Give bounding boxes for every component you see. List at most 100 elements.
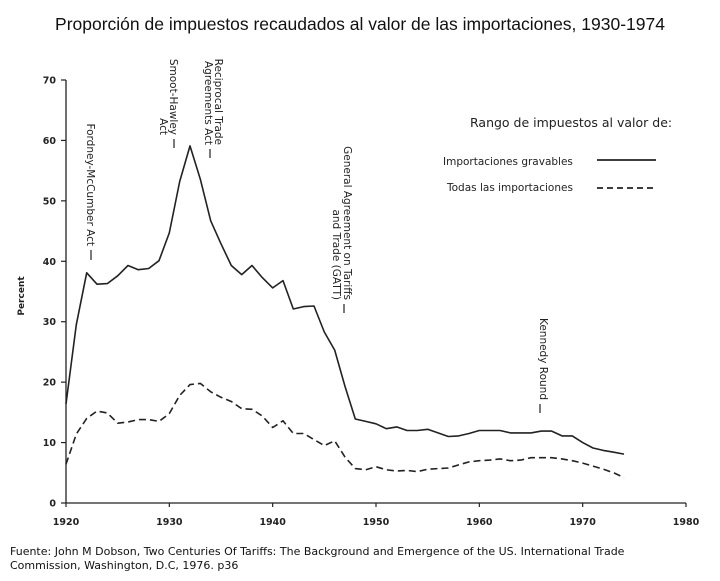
data-point — [407, 430, 408, 431]
data-point — [303, 306, 304, 307]
series-line-all-imports — [65, 382, 625, 479]
data-point — [169, 233, 170, 234]
series-line-taxable-imports — [65, 145, 625, 455]
data-point — [603, 450, 604, 451]
data-point — [86, 418, 87, 419]
data-point — [200, 383, 201, 384]
data-point — [200, 179, 201, 180]
data-point — [210, 220, 211, 221]
data-point — [148, 419, 149, 420]
y-axis-label: Percent — [17, 276, 27, 316]
axes-group — [65, 80, 686, 504]
data-point — [458, 436, 459, 437]
data-point — [531, 457, 532, 458]
data-point — [479, 460, 480, 461]
data-point — [365, 469, 366, 470]
data-point — [293, 309, 294, 310]
data-point — [86, 272, 87, 273]
data-point — [314, 306, 315, 307]
data-point — [355, 468, 356, 469]
data-point — [479, 430, 480, 431]
annotation-smoot-hawley-2: Act — [157, 118, 169, 135]
y-tick-label: 30 — [43, 317, 57, 328]
data-point — [190, 384, 191, 385]
data-point — [438, 433, 439, 434]
data-point — [107, 283, 108, 284]
data-point — [541, 431, 542, 432]
data-point — [531, 433, 532, 434]
legend-title: Rango de impuestos al valor de: — [470, 115, 672, 130]
data-point — [562, 436, 563, 437]
data-point — [179, 181, 180, 182]
annotation-gatt-2: and Trade (GATT) — [330, 209, 342, 300]
data-point — [582, 442, 583, 443]
data-point — [231, 401, 232, 402]
annotation-kennedy-round: Kennedy Round — [537, 318, 549, 400]
data-point — [241, 274, 242, 275]
data-point — [324, 445, 325, 446]
data-point — [159, 421, 160, 422]
x-tick-label: 1940 — [259, 517, 286, 528]
data-point — [148, 268, 149, 269]
data-point — [97, 411, 98, 412]
annotation-fordney-mccumber: Fordney-McCumber Act — [84, 123, 96, 246]
tick-group: 0 10 20 30 40 50 60 70 1920 1930 1940 1950 1960 1970 1… — [43, 76, 700, 529]
data-point — [76, 434, 77, 435]
data-point — [448, 436, 449, 437]
data-point — [489, 430, 490, 431]
data-point — [252, 265, 253, 266]
annotation-smoot-hawley: Smoot-Hawley — [167, 59, 179, 135]
y-tick-label: 0 — [49, 499, 56, 510]
data-point — [624, 477, 625, 478]
data-point — [324, 332, 325, 333]
data-point — [489, 460, 490, 461]
data-point — [396, 427, 397, 428]
data-point — [283, 420, 284, 421]
annotation-reciprocal-trade-2: Agreements Act — [202, 61, 214, 145]
data-point — [396, 471, 397, 472]
data-point — [500, 430, 501, 431]
x-tick-label: 1930 — [156, 517, 183, 528]
data-point — [272, 288, 273, 289]
x-tick-label: 1960 — [466, 517, 493, 528]
data-point — [128, 265, 129, 266]
data-point — [603, 469, 604, 470]
data-point — [386, 428, 387, 429]
x-tick-label: 1950 — [363, 517, 390, 528]
data-point — [510, 460, 511, 461]
data-point — [593, 466, 594, 467]
data-point — [572, 436, 573, 437]
source-line-1: Fuente: John M Dobson, Two Centuries Of … — [10, 545, 625, 558]
data-point — [613, 452, 614, 453]
data-point — [417, 471, 418, 472]
data-point — [283, 280, 284, 281]
data-point — [262, 416, 263, 417]
data-point — [417, 430, 418, 431]
data-point — [572, 460, 573, 461]
data-point — [469, 433, 470, 434]
data-point — [76, 324, 77, 325]
data-point — [520, 433, 521, 434]
data-point — [407, 470, 408, 471]
data-point — [231, 265, 232, 266]
data-point — [345, 386, 346, 387]
data-point — [138, 419, 139, 420]
data-point — [500, 459, 501, 460]
x-tick-label: 1980 — [673, 517, 700, 528]
data-point — [376, 466, 377, 467]
data-point — [262, 277, 263, 278]
data-point — [221, 397, 222, 398]
data-point — [551, 457, 552, 458]
y-tick-label: 10 — [43, 438, 57, 449]
y-tick-label: 20 — [43, 378, 57, 389]
data-point — [179, 395, 180, 396]
data-point — [107, 413, 108, 414]
y-tick-label: 40 — [43, 257, 57, 268]
data-point — [241, 408, 242, 409]
data-point — [334, 440, 335, 441]
source-note: Fuente: John M Dobson, Two Centuries Of … — [10, 545, 710, 573]
data-point — [128, 422, 129, 423]
data-point — [117, 275, 118, 276]
data-point — [469, 462, 470, 463]
